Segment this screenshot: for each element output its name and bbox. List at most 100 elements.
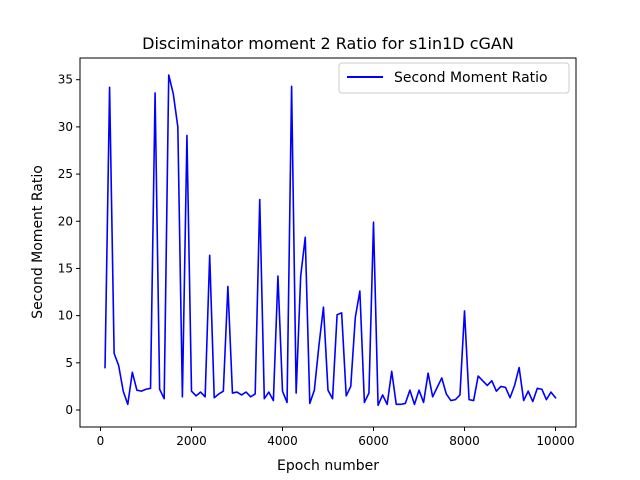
data-point (263, 397, 266, 400)
data-point (331, 397, 334, 400)
data-point (313, 389, 316, 392)
data-point (522, 399, 525, 402)
x-tick-label: 10000 (536, 434, 574, 448)
x-axis-ticks: 0 2000 4000 6000 8000 10000 (97, 427, 575, 448)
y-tick-label: 25 (58, 167, 73, 181)
data-point (267, 390, 270, 393)
data-point (336, 313, 339, 316)
data-point (349, 385, 352, 388)
data-point (431, 395, 434, 398)
data-point (354, 316, 357, 319)
chart-title: Disciminator moment 2 Ratio for s1in1D c… (142, 34, 514, 53)
data-point (158, 388, 161, 391)
data-point (235, 390, 238, 393)
data-point (317, 344, 320, 347)
data-point (131, 371, 134, 374)
data-point (304, 236, 307, 239)
data-point (508, 396, 511, 399)
plot-area (80, 58, 576, 427)
y-tick-label: 10 (58, 309, 73, 323)
data-point (117, 364, 120, 367)
data-point (527, 390, 530, 393)
data-point (467, 398, 470, 401)
data-point (199, 390, 202, 393)
data-point (108, 86, 111, 89)
data-point (518, 366, 521, 369)
data-point (172, 92, 175, 95)
data-point (213, 396, 216, 399)
data-point (181, 395, 184, 398)
data-point (285, 401, 288, 404)
data-point (290, 85, 293, 88)
data-point (190, 390, 193, 393)
data-point (545, 398, 548, 401)
data-point (149, 387, 152, 390)
data-point (367, 391, 370, 394)
data-point (113, 352, 116, 355)
y-tick-label: 20 (58, 214, 73, 228)
x-tick-label: 4000 (267, 434, 298, 448)
data-point (295, 391, 298, 394)
data-point (254, 392, 257, 395)
data-point (326, 389, 329, 392)
data-point (427, 372, 430, 375)
data-point (386, 403, 389, 406)
data-point (299, 274, 302, 277)
data-point (167, 73, 170, 76)
data-point (399, 403, 402, 406)
data-point (486, 384, 489, 387)
data-point (244, 390, 247, 393)
data-point (404, 402, 407, 405)
data-point (440, 376, 443, 379)
data-point (222, 390, 225, 393)
data-point (194, 394, 197, 397)
data-point (395, 403, 398, 406)
data-point (531, 400, 534, 403)
data-point (272, 399, 275, 402)
legend-label: Second Moment Ratio (394, 70, 548, 86)
data-point (513, 384, 516, 387)
data-point (445, 392, 448, 395)
data-point (204, 395, 207, 398)
data-point (345, 394, 348, 397)
x-tick-label: 8000 (449, 434, 480, 448)
y-axis-ticks: 0 5 10 15 20 25 30 35 (58, 73, 80, 417)
data-point (258, 198, 261, 201)
data-point (372, 221, 375, 224)
legend: Second Moment Ratio (338, 62, 570, 94)
data-point (185, 134, 188, 137)
data-point (549, 390, 552, 393)
data-point (122, 390, 125, 393)
data-point (276, 274, 279, 277)
data-point (144, 388, 147, 391)
x-tick-label: 6000 (358, 434, 389, 448)
data-point (390, 370, 393, 373)
data-layer (103, 73, 557, 407)
data-point (504, 386, 507, 389)
data-point (472, 399, 475, 402)
data-point (322, 306, 325, 309)
data-point (481, 379, 484, 382)
data-point (536, 387, 539, 390)
data-point (231, 391, 234, 394)
data-point (495, 390, 498, 393)
data-point (240, 393, 243, 396)
series-line-0 (104, 74, 557, 407)
data-point (490, 379, 493, 382)
data-point (477, 374, 480, 377)
data-point (281, 390, 284, 393)
data-point (208, 254, 211, 257)
data-point (540, 388, 543, 391)
data-point (436, 386, 439, 389)
data-point (103, 366, 106, 369)
data-point (381, 393, 384, 396)
data-point (422, 401, 425, 404)
data-point (554, 396, 557, 399)
data-point (340, 311, 343, 314)
x-axis-label: Epoch number (277, 458, 379, 474)
data-point (163, 397, 166, 400)
data-point (408, 389, 411, 392)
data-point (417, 389, 420, 392)
data-point (217, 392, 220, 395)
